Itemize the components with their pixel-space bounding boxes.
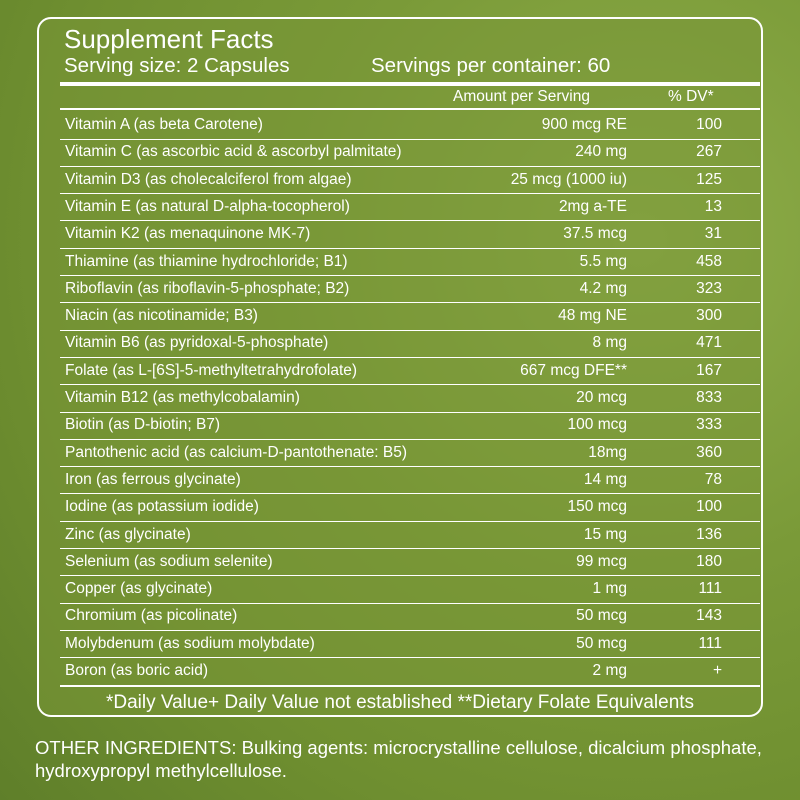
amount: 14 mg	[583, 470, 627, 488]
amount: 15 mg	[583, 525, 627, 543]
amount: 240 mg	[575, 143, 627, 161]
amount: 2mg a-TE	[558, 197, 627, 215]
rule	[60, 108, 760, 110]
row-divider	[60, 493, 760, 495]
daily-value: +	[712, 662, 722, 679]
amount: 8 mg	[592, 334, 627, 352]
daily-value: 167	[696, 361, 722, 379]
daily-value: 333	[696, 416, 722, 434]
row-divider	[60, 384, 760, 386]
amount-header: Amount per Serving	[453, 88, 590, 105]
nutrient-name: Thiamine (as thiamine hydrochloride; B1)	[65, 252, 348, 270]
daily-value: 136	[696, 525, 722, 543]
amount: 20 mcg	[576, 389, 627, 406]
daily-value: 111	[698, 580, 722, 598]
daily-value: 78	[704, 470, 722, 488]
row-divider	[60, 138, 760, 140]
other-ingredients: OTHER INGREDIENTS: Bulking agents: micro…	[35, 737, 762, 781]
row-divider	[60, 548, 760, 549]
row-divider	[60, 466, 760, 468]
row-divider	[60, 657, 760, 659]
nutrient-name: Vitamin B6 (as pyridoxal-5-phosphate)	[65, 334, 329, 352]
daily-value: 111	[698, 634, 722, 652]
nutrient-name: Selenium (as sodium selenite)	[65, 552, 273, 570]
nutrient-name: Vitamin K2 (as menaquinone MK-7)	[65, 225, 311, 243]
nutrient-name: Chromium (as picolinate)	[65, 607, 238, 625]
nutrient-name: Iron (as ferrous glycinate)	[65, 470, 241, 488]
nutrient-name: Vitamin B12 (as methylcobalamin)	[65, 389, 300, 406]
row-divider	[60, 438, 760, 440]
row-divider	[60, 193, 760, 195]
daily-value: 180	[696, 552, 722, 570]
daily-value: 13	[704, 197, 722, 215]
servings-per-container: Servings per container: 60	[371, 54, 611, 77]
nutrient-name: Copper (as glycinate)	[65, 580, 213, 598]
amount: 4.2 mg	[579, 279, 627, 297]
title: Supplement Facts	[64, 24, 274, 54]
amount: 18mg	[588, 443, 627, 461]
row-divider	[60, 247, 760, 249]
row-divider	[60, 629, 760, 631]
row-divider	[60, 329, 760, 331]
nutrient-name: Vitamin A (as beta Carotene)	[65, 116, 263, 133]
daily-value: 100	[696, 116, 722, 133]
amount: 150 mcg	[567, 498, 627, 516]
nutrient-name: Iodine (as potassium iodide)	[65, 498, 259, 516]
dv-header: % DV*	[668, 88, 714, 105]
rule	[60, 82, 760, 86]
row-divider	[60, 575, 760, 577]
row-divider	[60, 220, 760, 222]
nutrient-name: Niacin (as nicotinamide; B3)	[65, 307, 258, 325]
nutrient-name: Folate (as L-[6S]-5-methyltetrahydrofola…	[65, 361, 358, 379]
daily-value: 471	[696, 334, 722, 352]
amount: 900 mcg RE	[541, 116, 627, 133]
amount: 2 mg	[592, 662, 627, 679]
row-divider	[60, 356, 760, 358]
daily-value: 300	[696, 307, 722, 325]
serving-size: Serving size: 2 Capsules	[64, 54, 290, 77]
nutrient-name: Vitamin E (as natural D-alpha-tocopherol…	[65, 197, 350, 215]
facts-panel	[37, 17, 763, 717]
daily-value: 833	[696, 389, 722, 406]
daily-value: 143	[696, 607, 722, 625]
row-divider	[60, 411, 760, 413]
amount: 667 mcg DFE**	[520, 361, 627, 379]
nutrient-name: Zinc (as glycinate)	[65, 525, 191, 543]
row-divider	[60, 165, 760, 167]
amount: 50 mcg	[576, 607, 627, 625]
row-divider	[60, 302, 760, 304]
nutrient-name: Boron (as boric acid)	[65, 662, 209, 679]
daily-value: 125	[696, 170, 722, 188]
nutrient-name: Vitamin C (as ascorbic acid & ascorbyl p…	[65, 143, 402, 161]
row-divider	[60, 275, 760, 276]
daily-value: 100	[696, 498, 722, 516]
nutrient-name: Vitamin D3 (as cholecalciferol from alga…	[65, 170, 352, 188]
amount: 100 mcg	[567, 416, 627, 434]
daily-value: 458	[696, 252, 722, 270]
amount: 1 mg	[592, 580, 627, 598]
nutrient-name: Riboflavin (as riboflavin-5-phosphate; B…	[65, 279, 350, 297]
daily-value: 360	[696, 443, 722, 461]
amount: 25 mcg (1000 iu)	[510, 170, 627, 188]
amount: 48 mg NE	[558, 307, 627, 325]
rule	[60, 685, 760, 687]
amount: 50 mcg	[576, 634, 627, 652]
amount: 99 mcg	[576, 552, 627, 570]
nutrient-name: Molybdenum (as sodium molybdate)	[65, 634, 315, 652]
nutrient-name: Biotin (as D-biotin; B7)	[65, 416, 221, 434]
row-divider	[60, 602, 760, 604]
row-divider	[60, 520, 760, 522]
amount: 5.5 mg	[579, 252, 627, 270]
daily-value: 267	[696, 143, 722, 161]
footnote: *Daily Value+ Daily Value not establishe…	[105, 692, 695, 713]
amount: 37.5 mcg	[563, 225, 627, 243]
nutrient-name: Pantothenic acid (as calcium-D-pantothen…	[65, 443, 408, 461]
daily-value: 31	[704, 225, 722, 243]
daily-value: 323	[696, 279, 722, 297]
